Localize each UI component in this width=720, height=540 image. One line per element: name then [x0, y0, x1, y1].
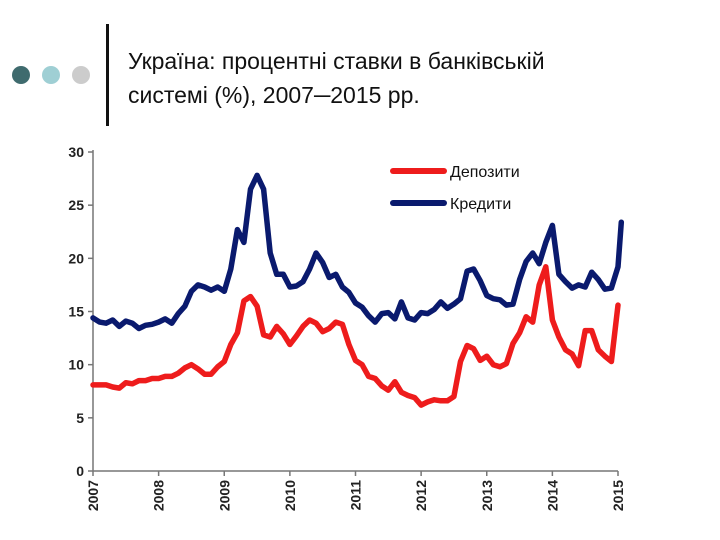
x-tick-label: 2010	[282, 480, 298, 511]
interest-rates-chart: 0 5 10 15 20 25 30 2007 2008 2009 2010 2011 2012 2013…	[68, 144, 626, 511]
series-line-loans	[90, 172, 625, 332]
x-tick-label: 2008	[151, 480, 167, 511]
x-tick-label: 2013	[479, 480, 495, 511]
y-tick-label: 0	[76, 463, 84, 479]
x-tick-label: 2012	[413, 480, 429, 511]
legend-label: Депозити	[450, 164, 520, 181]
teal-dot	[12, 66, 30, 84]
light-blue-dot	[42, 66, 60, 84]
x-tick-label: 2015	[610, 480, 626, 511]
x-tick-label: 2014	[544, 480, 560, 511]
x-tick-label: 2011	[348, 480, 364, 511]
series-line-deposits	[90, 264, 621, 408]
slide-title-line-2: системі (%), 2007─2015 рр.	[128, 82, 420, 108]
y-tick-label: 30	[68, 144, 84, 160]
y-tick-label: 10	[68, 357, 84, 373]
grey-dot	[72, 66, 90, 84]
legend-label: Кредити	[450, 196, 511, 213]
y-tick-label: 25	[68, 197, 84, 213]
title-divider	[106, 24, 109, 126]
slide-title-line-1: Україна: процентні ставки в банківській	[128, 48, 545, 74]
x-tick-label: 2009	[216, 480, 232, 511]
x-tick-label: 2007	[85, 480, 101, 511]
y-tick-label: 20	[68, 250, 84, 266]
y-tick-label: 5	[76, 410, 84, 426]
y-tick-label: 15	[68, 304, 84, 320]
slide-title: Україна: процентні ставки в банківській …	[128, 44, 698, 112]
